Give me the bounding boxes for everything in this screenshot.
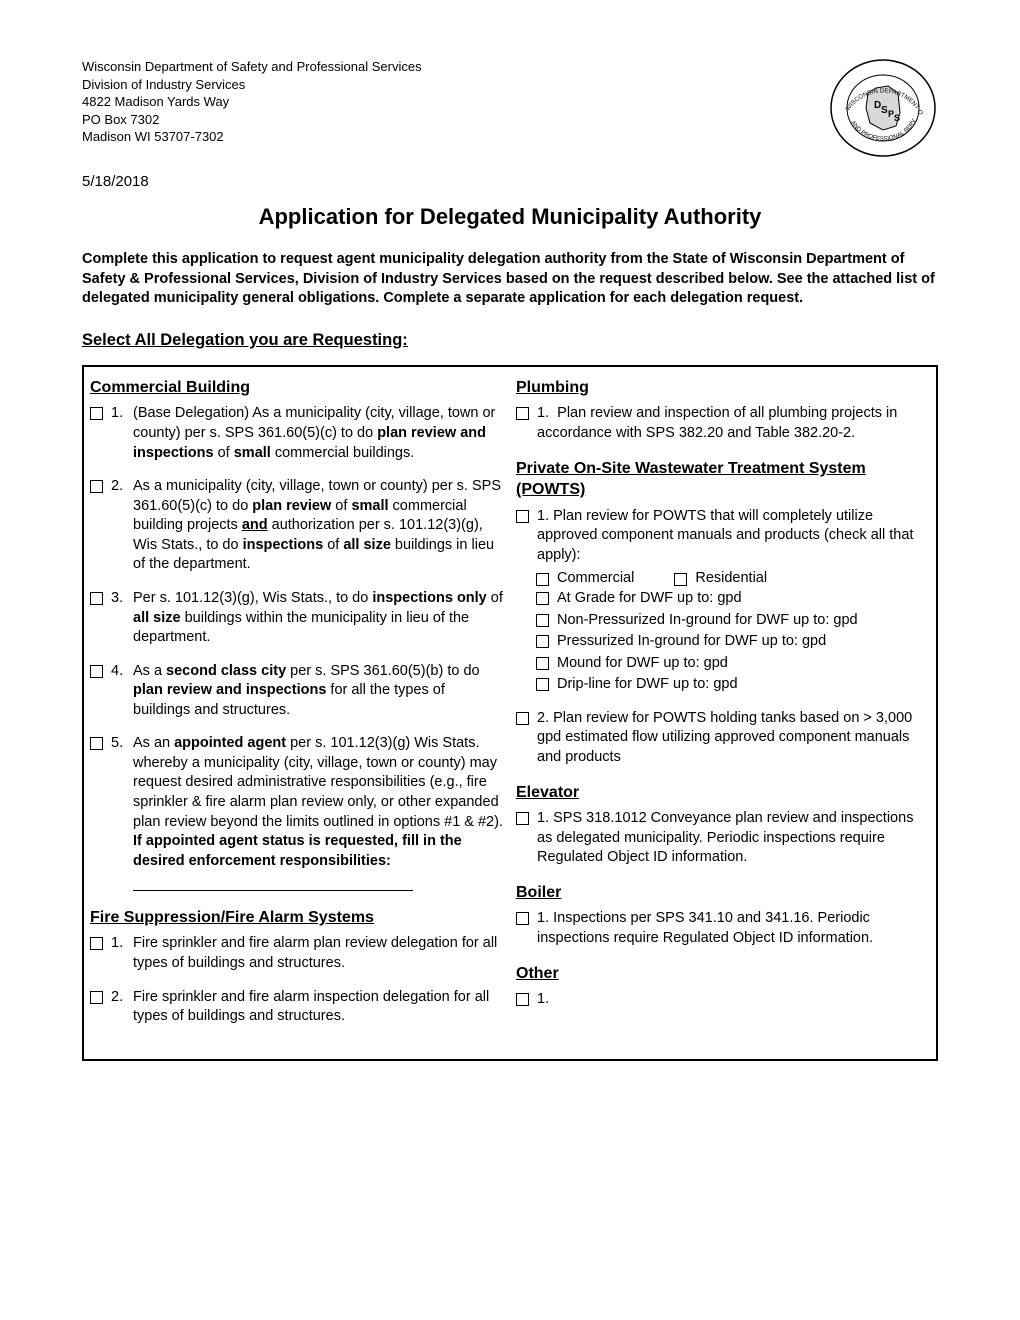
powts-item-1: 1. Plan review for POWTS that will compl… — [516, 507, 930, 566]
checkbox[interactable] — [90, 480, 103, 493]
powts-mound: Mound for DWF up to: gpd — [536, 654, 930, 674]
svg-text:S: S — [894, 113, 900, 123]
other-item-1: 1. — [516, 990, 930, 1010]
powts-inline-row: Commercial Residential — [536, 569, 930, 589]
item-number: 2. — [111, 477, 133, 497]
item-number: 4. — [111, 662, 133, 682]
page-title: Application for Delegated Municipality A… — [82, 202, 938, 232]
select-heading: Select All Delegation you are Requesting… — [82, 329, 938, 351]
checkbox[interactable] — [90, 937, 103, 950]
commercial-title: Commercial Building — [90, 377, 504, 399]
item-text: Fire sprinkler and fire alarm plan revie… — [133, 934, 504, 973]
plumbing-title: Plumbing — [516, 377, 930, 399]
item-text: Per s. 101.12(3)(g), Wis Stats., to do i… — [133, 589, 504, 648]
item-text: 1. SPS 318.1012 Conveyance plan review a… — [537, 809, 930, 868]
intro-paragraph: Complete this application to request age… — [82, 250, 938, 309]
checkbox[interactable] — [536, 678, 549, 691]
checkbox[interactable] — [536, 657, 549, 670]
powts-title: Private On-Site Wastewater Treatment Sys… — [516, 458, 930, 501]
boiler-item-1: 1. Inspections per SPS 341.10 and 341.16… — [516, 909, 930, 948]
checkbox[interactable] — [536, 614, 549, 627]
fire-item-1: 1. Fire sprinkler and fire alarm plan re… — [90, 934, 504, 973]
item-text: 1. — [537, 990, 930, 1010]
checkbox[interactable] — [536, 592, 549, 605]
checkbox[interactable] — [516, 993, 529, 1006]
item-text: 2. Plan review for POWTS holding tanks b… — [537, 709, 930, 768]
delegation-box: Commercial Building 1. (Base Delegation)… — [82, 365, 938, 1061]
elevator-title: Elevator — [516, 782, 930, 804]
item-text: As an appointed agent per s. 101.12(3)(g… — [133, 734, 504, 891]
item-text: As a municipality (city, village, town o… — [133, 477, 504, 575]
commercial-item-2: 2. As a municipality (city, village, tow… — [90, 477, 504, 575]
plumbing-item-1: 1. Plan review and inspection of all plu… — [516, 404, 930, 443]
address-block: Wisconsin Department of Safety and Profe… — [82, 58, 422, 146]
addr-line1: Wisconsin Department of Safety and Profe… — [82, 58, 422, 76]
checkbox[interactable] — [516, 510, 529, 523]
svg-text:S: S — [881, 105, 888, 116]
department-seal-icon: D S P S WISCONSIN DEPARTMENT OF SAFETY A… — [828, 58, 938, 158]
powts-nonpress: Non-Pressurized In-ground for DWF up to:… — [536, 611, 930, 631]
checkbox[interactable] — [674, 573, 687, 586]
commercial-item-3: 3. Per s. 101.12(3)(g), Wis Stats., to d… — [90, 589, 504, 648]
item-number: 3. — [111, 589, 133, 609]
commercial-item-5: 5. As an appointed agent per s. 101.12(3… — [90, 734, 504, 891]
item-number: 5. — [111, 734, 133, 754]
checkbox[interactable] — [536, 573, 549, 586]
addr-line2: Division of Industry Services — [82, 76, 422, 94]
checkbox[interactable] — [90, 991, 103, 1004]
checkbox[interactable] — [90, 592, 103, 605]
powts-residential: Residential — [674, 569, 767, 589]
checkbox[interactable] — [516, 712, 529, 725]
item-text: 1. Inspections per SPS 341.10 and 341.16… — [537, 909, 930, 948]
powts-atgrade: At Grade for DWF up to: gpd — [536, 589, 930, 609]
item-text: As a second class city per s. SPS 361.60… — [133, 662, 504, 721]
commercial-item-4: 4. As a second class city per s. SPS 361… — [90, 662, 504, 721]
checkbox[interactable] — [536, 635, 549, 648]
addr-line5: Madison WI 53707-7302 — [82, 128, 422, 146]
checkbox[interactable] — [516, 407, 529, 420]
other-title: Other — [516, 963, 930, 985]
left-column: Commercial Building 1. (Base Delegation)… — [84, 367, 510, 1059]
elevator-item-1: 1. SPS 318.1012 Conveyance plan review a… — [516, 809, 930, 868]
right-column: Plumbing 1. Plan review and inspection o… — [510, 367, 936, 1059]
addr-line4: PO Box 7302 — [82, 111, 422, 129]
fill-in-line[interactable] — [133, 890, 413, 891]
checkbox[interactable] — [516, 912, 529, 925]
checkbox[interactable] — [90, 407, 103, 420]
powts-sub-items: At Grade for DWF up to: gpd Non-Pressuri… — [536, 589, 930, 695]
fire-title: Fire Suppression/Fire Alarm Systems — [90, 907, 504, 929]
addr-line3: 4822 Madison Yards Way — [82, 93, 422, 111]
item-text: 1. Plan review for POWTS that will compl… — [537, 507, 930, 566]
powts-drip: Drip-line for DWF up to: gpd — [536, 675, 930, 695]
powts-commercial: Commercial — [536, 569, 634, 589]
commercial-item-1: 1. (Base Delegation) As a municipality (… — [90, 404, 504, 463]
document-date: 5/18/2018 — [82, 172, 938, 192]
boiler-title: Boiler — [516, 882, 930, 904]
item-text: 1. Plan review and inspection of all plu… — [537, 404, 930, 443]
powts-press: Pressurized In-ground for DWF up to: gpd — [536, 632, 930, 652]
fire-item-2: 2. Fire sprinkler and fire alarm inspect… — [90, 988, 504, 1027]
item-number: 2. — [111, 988, 133, 1008]
item-text: (Base Delegation) As a municipality (cit… — [133, 404, 504, 463]
checkbox[interactable] — [90, 665, 103, 678]
checkbox[interactable] — [90, 737, 103, 750]
item-number: 1. — [111, 404, 133, 424]
item-text: Fire sprinkler and fire alarm inspection… — [133, 988, 504, 1027]
header-row: Wisconsin Department of Safety and Profe… — [82, 58, 938, 158]
checkbox[interactable] — [516, 812, 529, 825]
powts-item-2: 2. Plan review for POWTS holding tanks b… — [516, 709, 930, 768]
item-number: 1. — [111, 934, 133, 954]
